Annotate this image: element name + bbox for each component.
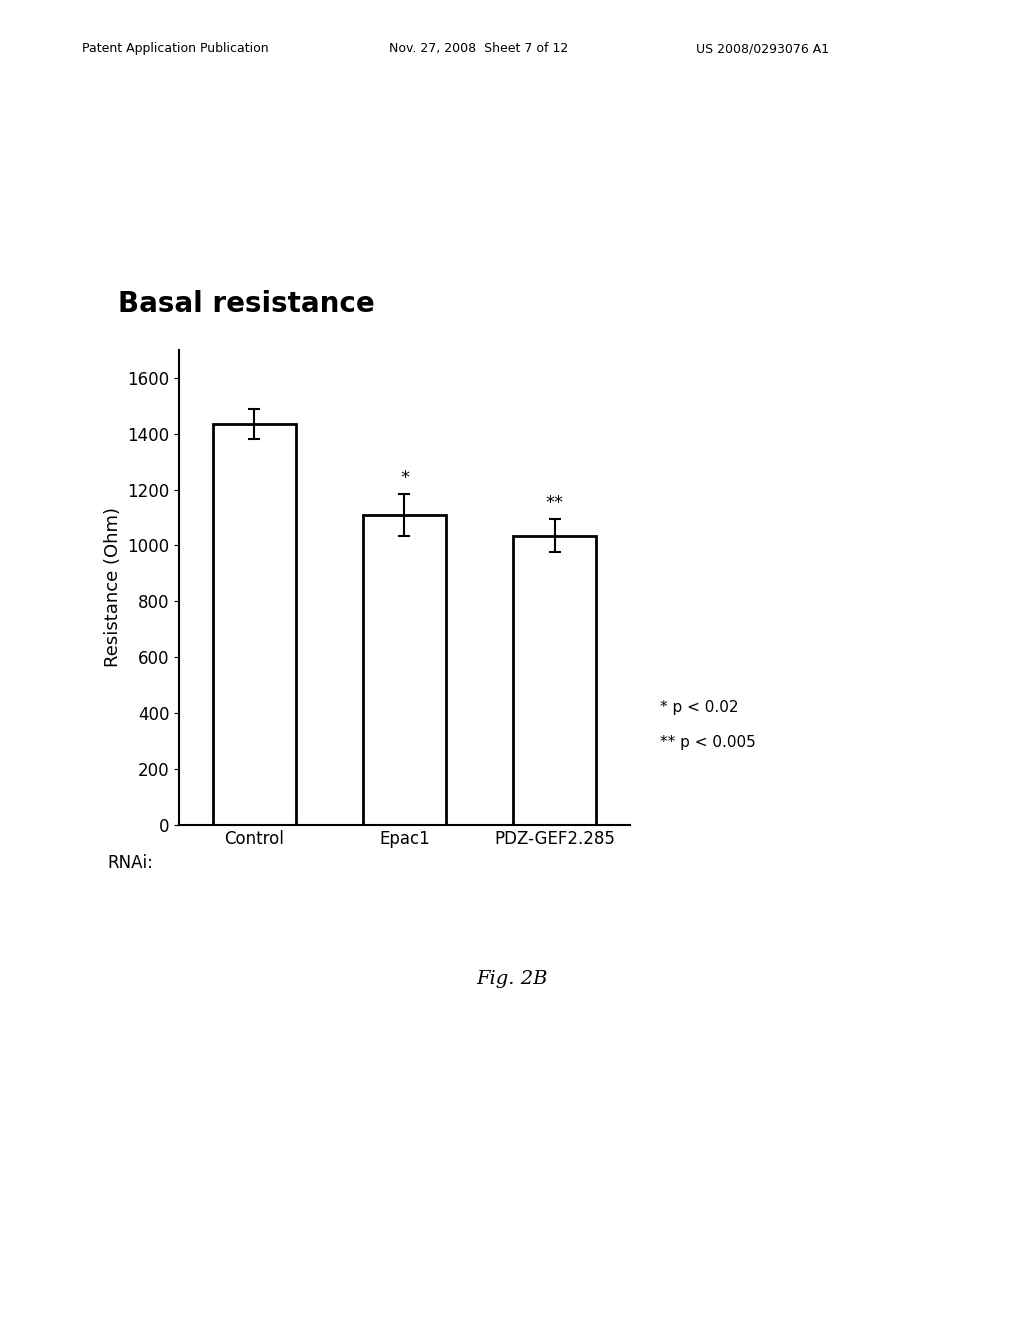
Bar: [213, 424, 296, 825]
Text: US 2008/0293076 A1: US 2008/0293076 A1: [696, 42, 829, 55]
Text: Fig. 2B: Fig. 2B: [476, 970, 548, 989]
Bar: [513, 536, 596, 825]
Text: *: *: [400, 469, 409, 487]
Text: Nov. 27, 2008  Sheet 7 of 12: Nov. 27, 2008 Sheet 7 of 12: [389, 42, 568, 55]
Text: **: **: [546, 494, 563, 512]
Text: * p < 0.02: * p < 0.02: [660, 700, 739, 714]
Text: ** p < 0.005: ** p < 0.005: [660, 735, 757, 750]
Y-axis label: Resistance (Ohm): Resistance (Ohm): [103, 507, 122, 668]
Text: RNAi:: RNAi:: [108, 854, 154, 873]
Text: Patent Application Publication: Patent Application Publication: [82, 42, 268, 55]
Text: Basal resistance: Basal resistance: [118, 290, 375, 318]
Bar: [364, 515, 445, 825]
